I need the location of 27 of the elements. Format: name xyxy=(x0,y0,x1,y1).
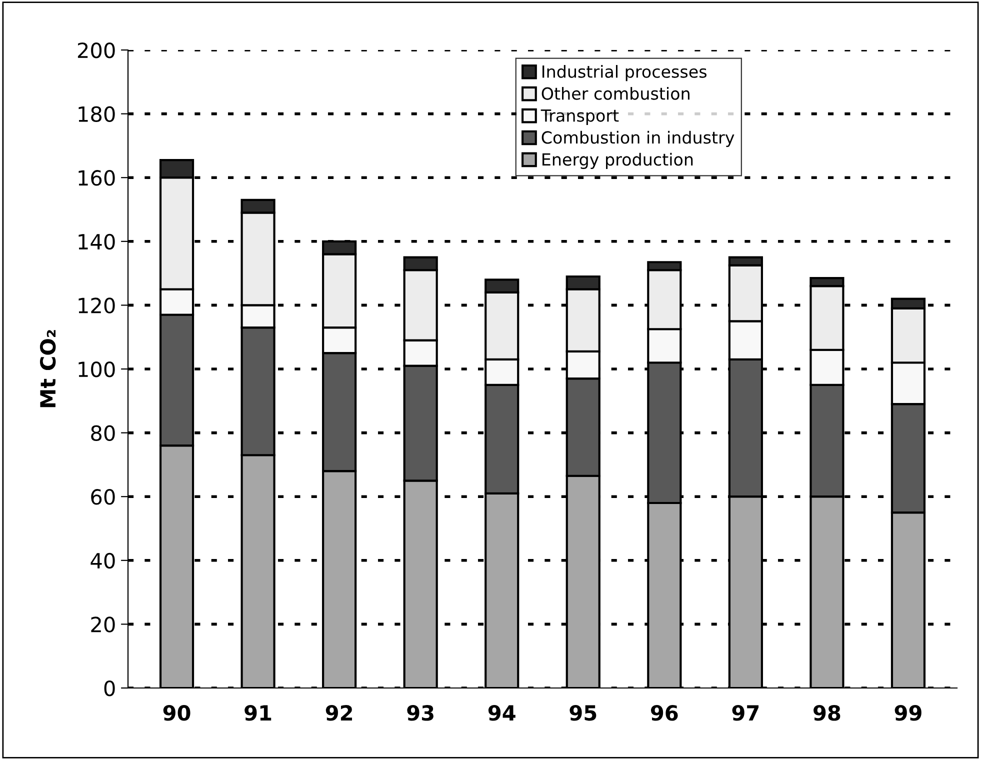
y-tick-label: 140 xyxy=(78,234,115,250)
legend-label: Energy production xyxy=(542,152,693,169)
x-tick-label: 92 xyxy=(326,705,352,721)
x-tick-label: 93 xyxy=(407,705,434,721)
legend-label: Industrial processes xyxy=(542,65,706,82)
x-tick-label: 95 xyxy=(570,705,596,721)
x-tick-label: 94 xyxy=(488,705,516,721)
y-tick-label: 160 xyxy=(78,170,115,186)
x-tick-label: 98 xyxy=(814,705,840,721)
y-tick-label: 60 xyxy=(91,489,115,505)
legend-label: Combustion in industry xyxy=(542,130,734,148)
legend-label: Transport xyxy=(540,109,619,126)
y-tick-label: 100 xyxy=(78,361,115,378)
x-tick-label: 96 xyxy=(650,705,678,721)
x-tick-label: 91 xyxy=(244,705,272,721)
legend-label: Other combustion xyxy=(542,86,690,100)
y-tick-label: 20 xyxy=(91,616,115,632)
y-axis-title: Mt CO₂ xyxy=(40,330,56,408)
y-tick-label: 180 xyxy=(78,106,115,122)
x-tick-label: 90 xyxy=(163,705,190,721)
x-tick-label: 97 xyxy=(732,705,759,721)
y-tick-label: 80 xyxy=(91,425,115,442)
y-tick-label: 0 xyxy=(104,680,115,696)
y-tick-label: 40 xyxy=(90,552,115,569)
x-tick-label: 99 xyxy=(894,705,922,721)
y-tick-label: 200 xyxy=(78,42,115,58)
y-tick-label: 120 xyxy=(78,298,115,314)
